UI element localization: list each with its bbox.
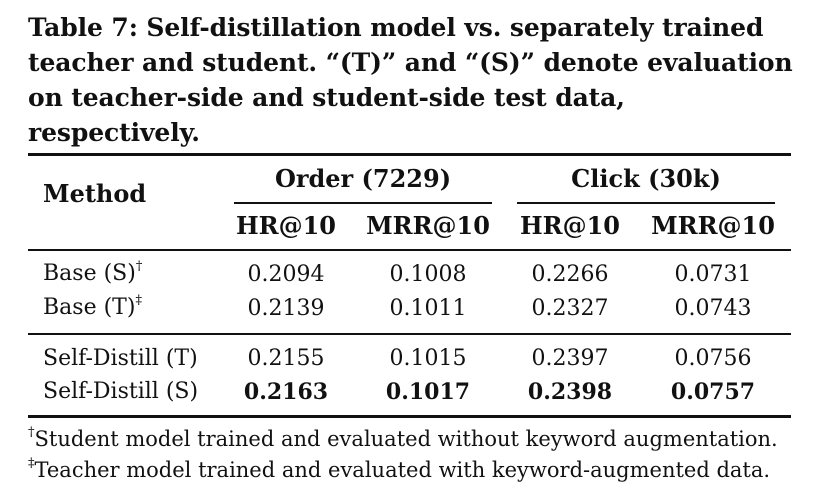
table-cell: 0.1008 bbox=[389, 262, 467, 287]
footnote-mark: ‡ bbox=[135, 293, 142, 308]
footnote-mark: † bbox=[135, 259, 143, 274]
footnote: ‡Teacher model trained and evaluated wit… bbox=[28, 456, 771, 482]
footnote-mark: ‡ bbox=[28, 456, 35, 471]
group-header-order: Order (7229) bbox=[274, 164, 452, 193]
table-cell: 0.2094 bbox=[247, 262, 325, 287]
footnote-mark: † bbox=[28, 425, 35, 440]
table-cell: 0.0731 bbox=[674, 262, 752, 287]
subheader-click-mrr: MRR@10 bbox=[651, 211, 775, 240]
table-caption: Table 7: Self-distillation model vs. sep… bbox=[28, 13, 793, 147]
group-header-click: Click (30k) bbox=[571, 164, 721, 193]
subheader-order-mrr: MRR@10 bbox=[366, 211, 490, 240]
header-bottom-rule bbox=[28, 249, 791, 251]
table-cell: 0.1011 bbox=[389, 296, 467, 321]
table-cell: 0.2155 bbox=[247, 346, 325, 371]
table-row-label: Base (S)† bbox=[43, 259, 143, 286]
table-cell-best: 0.1017 bbox=[385, 379, 471, 405]
section-rule bbox=[28, 333, 791, 335]
table-top-rule bbox=[28, 153, 791, 156]
table-bottom-rule bbox=[28, 415, 791, 418]
table-row-label: Base (T)‡ bbox=[43, 293, 142, 320]
method-header: Method bbox=[43, 179, 147, 208]
table-cell-best: 0.0757 bbox=[670, 379, 756, 405]
group-rule-order bbox=[234, 202, 492, 204]
table-cell: 0.0743 bbox=[674, 296, 752, 321]
table-cell-best: 0.2398 bbox=[527, 379, 613, 405]
table-row-label: Self-Distill (S) bbox=[43, 379, 199, 404]
table-cell: 0.2397 bbox=[531, 346, 609, 371]
subheader-order-hr: HR@10 bbox=[235, 211, 337, 240]
group-rule-click bbox=[517, 202, 775, 204]
footnote: †Student model trained and evaluated wit… bbox=[28, 425, 778, 451]
subheader-click-hr: HR@10 bbox=[519, 211, 621, 240]
table-cell: 0.2266 bbox=[531, 262, 609, 287]
table-cell-best: 0.2163 bbox=[243, 379, 329, 405]
table-row-label: Self-Distill (T) bbox=[43, 346, 198, 371]
table-cell: 0.1015 bbox=[389, 346, 467, 371]
table-cell: 0.0756 bbox=[674, 346, 752, 371]
table-cell: 0.2139 bbox=[247, 296, 325, 321]
table-cell: 0.2327 bbox=[531, 296, 609, 321]
